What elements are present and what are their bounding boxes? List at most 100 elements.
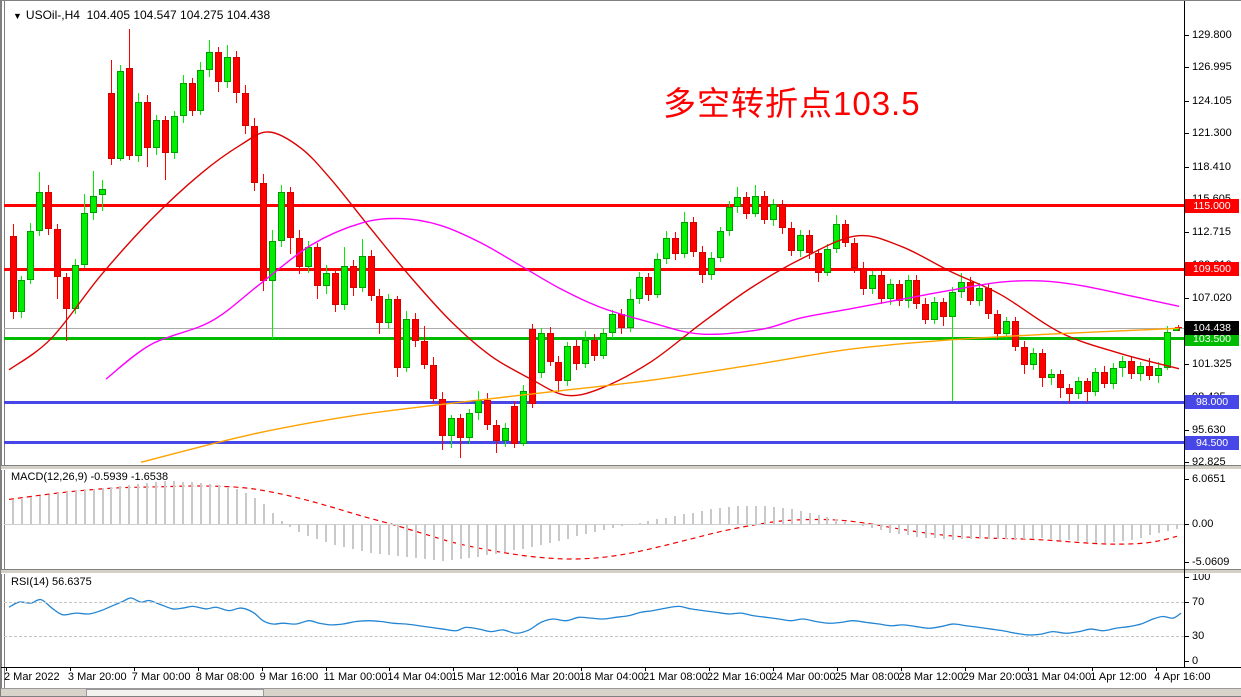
main-macd-separator[interactable] xyxy=(1,465,1241,470)
rsi-axis-tick xyxy=(1185,635,1189,637)
macd-histogram-bar xyxy=(414,524,417,559)
level-line-94.500[interactable] xyxy=(4,441,1184,445)
macd-histogram-bar xyxy=(1175,524,1178,529)
macd-histogram-bar xyxy=(307,524,310,537)
macd-histogram-bar xyxy=(924,524,927,538)
macd-histogram-bar xyxy=(29,497,32,524)
macd-histogram-bar xyxy=(1014,524,1017,540)
candle-body xyxy=(940,301,948,317)
macd-histogram-bar xyxy=(65,492,68,524)
level-line-109.500[interactable] xyxy=(4,267,1184,271)
macd-histogram-bar xyxy=(119,485,122,524)
candle-body xyxy=(949,292,957,317)
symbol-dropdown-icon[interactable]: ▼ xyxy=(13,11,22,21)
candle-body xyxy=(18,279,26,313)
macd-histogram-bar xyxy=(352,524,355,550)
candle-body xyxy=(1101,372,1109,384)
time-label: 16 Mar 20:00 xyxy=(515,671,581,683)
macd-histogram-bar xyxy=(826,517,829,524)
macd-histogram-bar xyxy=(790,509,793,524)
macd-histogram-bar xyxy=(110,486,113,524)
macd-histogram-bar xyxy=(978,524,981,539)
level-line-98.000[interactable] xyxy=(4,400,1184,404)
level-line-115.000[interactable] xyxy=(4,204,1184,208)
macd-histogram-bar xyxy=(1121,524,1124,542)
price-tick xyxy=(1185,429,1189,431)
macd-histogram-bar xyxy=(862,524,865,527)
chart-tab[interactable] xyxy=(86,689,264,696)
macd-histogram-bar xyxy=(996,524,999,539)
macd-histogram-bar xyxy=(1005,524,1008,540)
candle-body xyxy=(161,120,169,153)
price-tick xyxy=(1185,133,1189,135)
macd-histogram-bar xyxy=(942,524,945,540)
time-tick xyxy=(1092,667,1094,671)
candle-body xyxy=(439,398,447,436)
macd-histogram-bar xyxy=(772,506,775,524)
time-label: 24 Mar 00:00 xyxy=(770,671,836,683)
time-tick xyxy=(964,667,966,671)
time-label: 1 Apr 12:00 xyxy=(1090,671,1147,683)
time-label: 15 Mar 12:00 xyxy=(451,671,517,683)
macd-histogram-bar xyxy=(593,524,596,533)
macd-histogram-bar xyxy=(656,519,659,524)
candle-body xyxy=(313,247,321,286)
price-tick xyxy=(1185,232,1189,234)
candle-body xyxy=(206,52,214,70)
macd-axis-label: 0.00 xyxy=(1192,518,1214,530)
candle-body xyxy=(537,332,545,374)
candle-wick xyxy=(952,286,954,402)
time-label: 3 Mar 20:00 xyxy=(67,671,127,683)
candle-body xyxy=(752,195,760,214)
candle-body xyxy=(81,212,89,265)
macd-histogram-bar xyxy=(745,505,748,524)
macd-histogram-bar xyxy=(504,524,507,553)
candle-body xyxy=(573,345,581,365)
level-price-box: 103.500 xyxy=(1185,331,1239,346)
candle-body xyxy=(725,207,733,232)
price-tick-label: 107.020 xyxy=(1192,292,1232,305)
candle-body xyxy=(662,238,670,259)
macd-histogram-bar xyxy=(584,524,587,535)
macd-histogram-bar xyxy=(289,524,292,528)
macd-rsi-separator[interactable] xyxy=(1,569,1241,574)
macd-histogram-bar xyxy=(298,524,301,532)
candle-body xyxy=(743,196,751,214)
time-label: 9 Mar 16:00 xyxy=(259,671,319,683)
macd-histogram-bar xyxy=(880,524,883,531)
macd-histogram-bar xyxy=(1032,524,1035,539)
candle-body xyxy=(448,418,456,436)
candle-body xyxy=(134,101,142,157)
candle-body xyxy=(627,299,635,329)
level-price-box: 98.000 xyxy=(1185,395,1239,410)
time-tick xyxy=(261,667,263,671)
macd-histogram-bar xyxy=(871,524,874,529)
candle-body xyxy=(1146,366,1154,376)
macd-histogram-bar xyxy=(719,507,722,524)
macd-histogram-bar xyxy=(817,514,820,524)
time-label: 14 Mar 04:00 xyxy=(387,671,453,683)
candle-body xyxy=(859,268,867,290)
time-tick xyxy=(645,667,646,671)
time-label: 31 Mar 04:00 xyxy=(1026,671,1092,683)
macd-histogram-bar xyxy=(907,524,909,536)
level-line-103.500[interactable] xyxy=(4,337,1184,341)
time-label: 7 Mar 00:00 xyxy=(131,671,191,683)
candle-body xyxy=(519,390,527,444)
macd-histogram-bar xyxy=(665,517,668,524)
candle-body xyxy=(797,234,805,251)
candle-body xyxy=(331,272,339,306)
time-tick xyxy=(133,667,135,671)
candle-body xyxy=(143,101,151,149)
candle-body xyxy=(107,92,115,159)
candle-body xyxy=(457,418,464,438)
macd-histogram-bar xyxy=(1112,524,1115,543)
bottom-scroll-strip[interactable] xyxy=(1,688,1241,696)
macd-histogram-bar xyxy=(74,490,77,524)
time-label: 28 Mar 12:00 xyxy=(898,671,964,683)
candle-body xyxy=(1020,346,1028,366)
macd-histogram-bar xyxy=(1103,524,1106,543)
macd-histogram-bar xyxy=(951,524,954,540)
macd-axis-tick xyxy=(1185,524,1189,525)
